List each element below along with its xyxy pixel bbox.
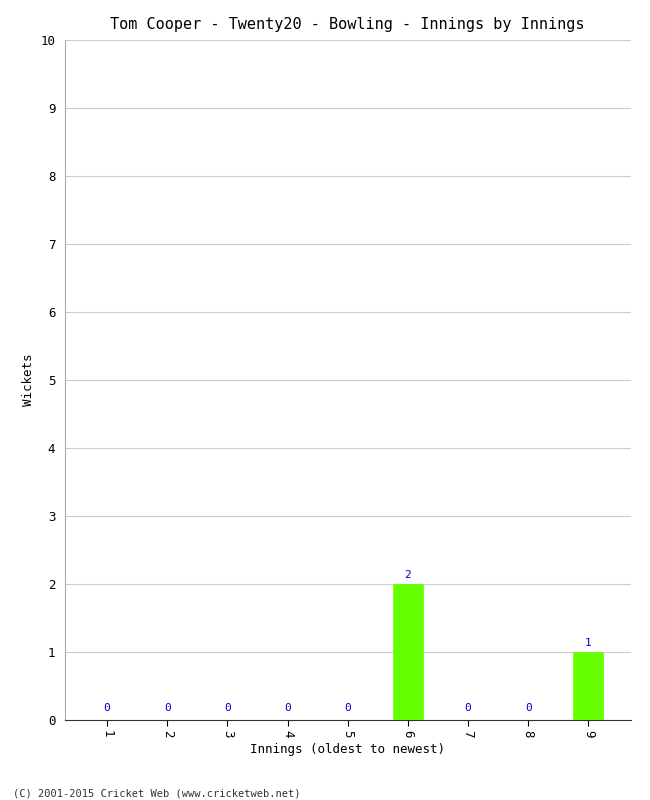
Bar [393, 584, 423, 720]
Text: 0: 0 [465, 703, 471, 714]
Text: 0: 0 [344, 703, 351, 714]
Bar [573, 652, 603, 720]
X-axis label: Innings (oldest to newest): Innings (oldest to newest) [250, 743, 445, 757]
Text: 2: 2 [404, 570, 411, 580]
Y-axis label: Wickets: Wickets [21, 354, 34, 406]
Text: 1: 1 [585, 638, 592, 648]
Text: 0: 0 [284, 703, 291, 714]
Text: 0: 0 [525, 703, 532, 714]
Text: (C) 2001-2015 Cricket Web (www.cricketweb.net): (C) 2001-2015 Cricket Web (www.cricketwe… [13, 788, 300, 798]
Text: 0: 0 [164, 703, 171, 714]
Text: 0: 0 [104, 703, 110, 714]
Title: Tom Cooper - Twenty20 - Bowling - Innings by Innings: Tom Cooper - Twenty20 - Bowling - Inning… [111, 17, 585, 32]
Text: 0: 0 [224, 703, 231, 714]
